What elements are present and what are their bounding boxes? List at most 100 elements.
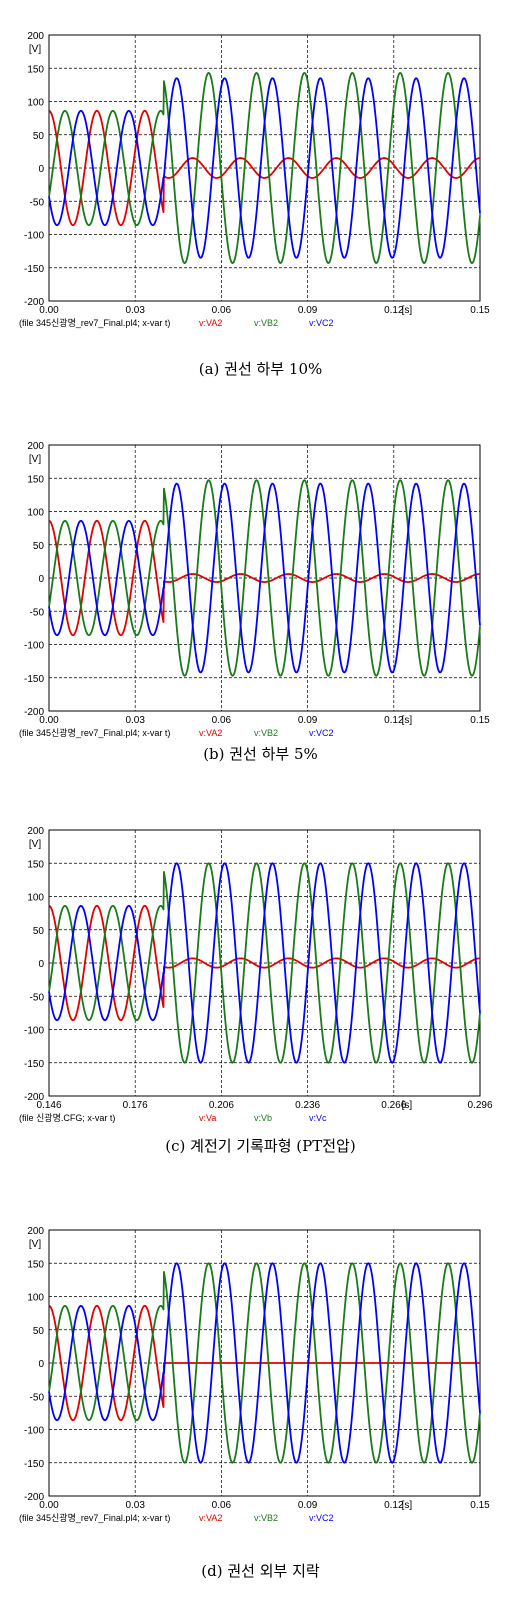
y-tick-label: 50 <box>33 131 45 142</box>
y-axis-unit: [V] <box>29 1239 41 1250</box>
x-tick-label: 0.03 <box>125 1500 145 1511</box>
y-tick-label: -50 <box>30 992 45 1003</box>
y-tick-label: -150 <box>24 264 44 275</box>
series-line-vvc2 <box>48 482 481 674</box>
y-tick-label: 150 <box>27 1259 44 1270</box>
legend-entry: v:VB2 <box>254 318 278 328</box>
series-line-vva2 <box>48 519 481 637</box>
x-tick-label: 0.09 <box>298 715 318 726</box>
legend-entry: v:VC2 <box>309 728 334 738</box>
x-axis-unit: [s] <box>402 715 413 726</box>
x-tick-label: 0.296 <box>467 1100 492 1111</box>
y-tick-label: -100 <box>24 1026 44 1037</box>
y-tick-label: -100 <box>24 1426 44 1437</box>
y-tick-label: 0 <box>38 164 44 175</box>
x-tick-label: 0.15 <box>470 1500 490 1511</box>
legend-entry: v:VC2 <box>309 318 334 328</box>
series-line-vva2 <box>48 109 481 227</box>
y-tick-label: 50 <box>33 1326 45 1337</box>
footer-file-label: (file 345신광명_rev7_Final.pl4; x-var t) <box>19 317 170 328</box>
y-axis-unit: [V] <box>29 44 41 55</box>
grid <box>48 34 481 302</box>
y-tick-label: 100 <box>27 508 44 519</box>
y-tick-label: 200 <box>27 441 44 452</box>
x-tick-label: 0.06 <box>212 305 232 316</box>
chart-panel-c: 200 150 100 50 0 -50 -100 -150 -200 [V] 0.146 0.176… <box>0 795 521 1135</box>
x-tick-label: 0.206 <box>209 1100 234 1111</box>
y-axis-unit: [V] <box>29 839 41 850</box>
footer-file-label: (file 345신광명_rev7_Final.pl4; x-var t) <box>19 727 170 738</box>
legend-entry: v:VA2 <box>199 1513 222 1523</box>
y-tick-label: -150 <box>24 674 44 685</box>
y-tick-label: 50 <box>33 926 45 937</box>
x-tick-label: 0.06 <box>212 1500 232 1511</box>
y-tick-label: -50 <box>30 607 45 618</box>
x-tick-label: 0.00 <box>39 1500 59 1511</box>
y-tick-label: 150 <box>27 474 44 485</box>
x-tick-label: 0.09 <box>298 305 318 316</box>
plot-frame <box>48 444 481 712</box>
x-tick-label: 0.12 <box>384 1500 404 1511</box>
y-tick-label: -200 <box>24 707 44 718</box>
footer-file-label: (file 신광명.CFG; x-var t) <box>19 1112 115 1123</box>
caption-b: (b) 권선 하부 5% <box>203 745 318 763</box>
x-tick-label: 0.09 <box>298 1500 318 1511</box>
footer-file-label: (file 345신광명_rev7_Final.pl4; x-var t) <box>19 1512 170 1523</box>
legend-entry: v:VC2 <box>309 1513 334 1523</box>
y-tick-label: -50 <box>30 1392 45 1403</box>
y-tick-label: 200 <box>27 826 44 837</box>
chart-panel-a: 200 150 100 50 0 -50 -100 -150 -200 [V] 0.00 0.03 0.… <box>0 0 521 340</box>
x-tick-label: 0.12 <box>384 715 404 726</box>
x-axis-unit: [s] <box>402 1100 413 1111</box>
series-line-vvc2 <box>48 1262 481 1464</box>
y-tick-label: -200 <box>24 1492 44 1503</box>
chart-panel-b: 200 150 100 50 0 -50 -100 -150 -200 [V] 0.00 0.03 0.… <box>0 410 521 750</box>
y-tick-label: 0 <box>38 574 44 585</box>
x-tick-label: 0.15 <box>470 715 490 726</box>
waveform-chart-b: 200 150 100 50 0 -50 -100 -150 -200 [V] 0.00 0.03 0.… <box>19 441 490 738</box>
x-tick-label: 0.03 <box>125 305 145 316</box>
x-axis-unit: [s] <box>402 305 413 316</box>
x-tick-label: 0.146 <box>36 1100 61 1111</box>
y-tick-label: 200 <box>27 31 44 42</box>
waveform-chart-a: 200 150 100 50 0 -50 -100 -150 -200 [V] 0.00 0.03 0.… <box>19 31 490 328</box>
legend-entry: v:VB2 <box>254 728 278 738</box>
y-tick-label: 100 <box>27 893 44 904</box>
y-tick-label: -200 <box>24 1092 44 1103</box>
x-tick-label: 0.266 <box>381 1100 406 1111</box>
y-axis-unit: [V] <box>29 454 41 465</box>
legend-entry: v:VA2 <box>199 728 222 738</box>
legend-entry: v:Va <box>199 1113 216 1123</box>
y-tick-label: 0 <box>38 959 44 970</box>
y-tick-label: -150 <box>24 1059 44 1070</box>
legend-entry: v:Vc <box>309 1113 327 1123</box>
y-tick-label: -150 <box>24 1459 44 1470</box>
legend-entry: v:VA2 <box>199 318 222 328</box>
legend-entry: v:Vb <box>254 1113 272 1123</box>
y-tick-label: 50 <box>33 541 45 552</box>
plot-frame <box>48 829 481 1097</box>
y-tick-label: 100 <box>27 1293 44 1304</box>
waveform-chart-c: 200 150 100 50 0 -50 -100 -150 -200 [V] 0.146 0.176… <box>19 826 493 1123</box>
series-line-vva2 <box>48 1304 481 1422</box>
x-tick-label: 0.176 <box>123 1100 148 1111</box>
x-tick-label: 0.12 <box>384 305 404 316</box>
y-tick-label: 200 <box>27 1226 44 1237</box>
y-tick-label: -100 <box>24 641 44 652</box>
x-tick-label: 0.00 <box>39 715 59 726</box>
series-line-vvc2 <box>48 77 481 259</box>
y-tick-label: 0 <box>38 1359 44 1370</box>
grid <box>48 829 481 1097</box>
y-tick-label: -50 <box>30 197 45 208</box>
y-tick-label: 100 <box>27 98 44 109</box>
waveform-chart-d: 200 150 100 50 0 -50 -100 -150 -200 [V] 0.00 0.03 0.… <box>19 1226 490 1523</box>
caption-d: (d) 권선 외부 지락 <box>201 1562 320 1580</box>
chart-panel-d: 200 150 100 50 0 -50 -100 -150 -200 [V] 0.00 0.03 0.… <box>0 1195 521 1535</box>
series-line-vva <box>48 904 481 1022</box>
x-tick-label: 0.03 <box>125 715 145 726</box>
x-tick-label: 0.00 <box>39 305 59 316</box>
x-axis-unit: [s] <box>402 1500 413 1511</box>
series-line-vvc <box>48 862 481 1064</box>
x-tick-label: 0.06 <box>212 715 232 726</box>
caption-a: (a) 권선 하부 10% <box>198 360 323 378</box>
